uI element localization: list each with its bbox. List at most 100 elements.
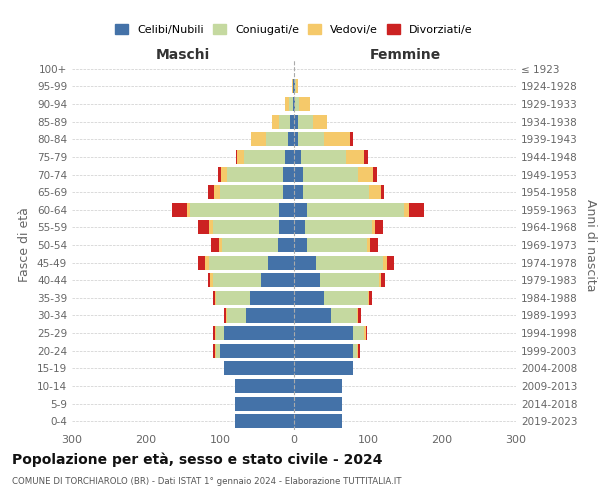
Bar bbox=[294, 150, 301, 164]
Bar bbox=[294, 273, 320, 287]
Bar bbox=[211, 273, 212, 287]
Bar bbox=[370, 238, 377, 252]
Y-axis label: Anni di nascita: Anni di nascita bbox=[584, 198, 597, 291]
Bar bbox=[346, 150, 364, 164]
Bar bbox=[301, 150, 346, 164]
Bar bbox=[307, 202, 404, 217]
Bar bbox=[366, 326, 367, 340]
Bar bbox=[358, 308, 361, 322]
Bar bbox=[283, 185, 294, 199]
Bar bbox=[218, 238, 222, 252]
Bar bbox=[320, 273, 379, 287]
Bar bbox=[212, 291, 215, 305]
Bar bbox=[208, 185, 214, 199]
Bar bbox=[294, 291, 323, 305]
Bar bbox=[404, 202, 409, 217]
Bar bbox=[235, 379, 294, 393]
Bar bbox=[323, 132, 349, 146]
Bar bbox=[382, 273, 385, 287]
Bar bbox=[376, 220, 383, 234]
Bar bbox=[227, 308, 246, 322]
Bar bbox=[214, 326, 215, 340]
Bar bbox=[364, 326, 366, 340]
Bar bbox=[288, 132, 294, 146]
Bar bbox=[266, 132, 288, 146]
Y-axis label: Fasce di età: Fasce di età bbox=[19, 208, 31, 282]
Bar bbox=[294, 202, 307, 217]
Bar bbox=[294, 379, 342, 393]
Bar bbox=[244, 150, 285, 164]
Bar bbox=[190, 202, 279, 217]
Bar bbox=[260, 273, 294, 287]
Bar bbox=[294, 114, 298, 128]
Bar bbox=[278, 238, 294, 252]
Bar bbox=[294, 185, 303, 199]
Bar bbox=[367, 238, 370, 252]
Bar bbox=[293, 97, 294, 111]
Text: Popolazione per età, sesso e stato civile - 2024: Popolazione per età, sesso e stato civil… bbox=[12, 452, 383, 467]
Bar bbox=[358, 344, 360, 358]
Bar bbox=[235, 396, 294, 410]
Bar bbox=[172, 202, 187, 217]
Bar bbox=[409, 202, 424, 217]
Bar bbox=[283, 168, 294, 181]
Bar bbox=[220, 185, 283, 199]
Bar bbox=[294, 308, 331, 322]
Bar bbox=[212, 273, 260, 287]
Bar bbox=[236, 150, 237, 164]
Bar bbox=[227, 168, 283, 181]
Bar bbox=[368, 291, 370, 305]
Bar bbox=[209, 220, 212, 234]
Bar bbox=[187, 202, 190, 217]
Bar bbox=[294, 238, 307, 252]
Bar bbox=[294, 168, 303, 181]
Bar bbox=[198, 220, 209, 234]
Bar bbox=[364, 150, 368, 164]
Bar bbox=[294, 97, 295, 111]
Bar bbox=[303, 185, 370, 199]
Bar bbox=[294, 326, 353, 340]
Bar bbox=[215, 326, 216, 340]
Bar bbox=[349, 132, 353, 146]
Bar bbox=[294, 396, 342, 410]
Bar bbox=[237, 150, 244, 164]
Bar bbox=[268, 256, 294, 270]
Bar bbox=[208, 273, 211, 287]
Bar bbox=[294, 362, 353, 376]
Bar bbox=[209, 256, 268, 270]
Bar bbox=[303, 168, 358, 181]
Bar bbox=[220, 344, 294, 358]
Bar bbox=[212, 220, 279, 234]
Text: Maschi: Maschi bbox=[156, 48, 210, 62]
Bar bbox=[380, 185, 384, 199]
Bar bbox=[290, 114, 294, 128]
Bar bbox=[205, 256, 209, 270]
Bar bbox=[214, 185, 220, 199]
Bar bbox=[323, 291, 368, 305]
Bar bbox=[250, 291, 294, 305]
Bar bbox=[295, 97, 299, 111]
Bar bbox=[372, 220, 376, 234]
Bar bbox=[331, 308, 357, 322]
Text: Femmine: Femmine bbox=[370, 48, 440, 62]
Bar bbox=[294, 80, 295, 94]
Bar bbox=[307, 238, 367, 252]
Bar bbox=[294, 256, 316, 270]
Bar bbox=[296, 80, 298, 94]
Bar bbox=[294, 344, 353, 358]
Bar bbox=[221, 168, 227, 181]
Bar bbox=[224, 362, 294, 376]
Bar bbox=[313, 114, 328, 128]
Bar bbox=[383, 256, 386, 270]
Bar bbox=[214, 344, 215, 358]
Bar bbox=[285, 150, 294, 164]
Bar bbox=[294, 132, 298, 146]
Bar bbox=[292, 80, 293, 94]
Bar bbox=[279, 202, 294, 217]
Bar bbox=[298, 132, 323, 146]
Text: COMUNE DI TORCHIAROLO (BR) - Dati ISTAT 1° gennaio 2024 - Elaborazione TUTTITALI: COMUNE DI TORCHIAROLO (BR) - Dati ISTAT … bbox=[12, 478, 401, 486]
Bar bbox=[386, 256, 394, 270]
Bar bbox=[293, 80, 294, 94]
Bar bbox=[357, 308, 358, 322]
Bar bbox=[379, 273, 382, 287]
